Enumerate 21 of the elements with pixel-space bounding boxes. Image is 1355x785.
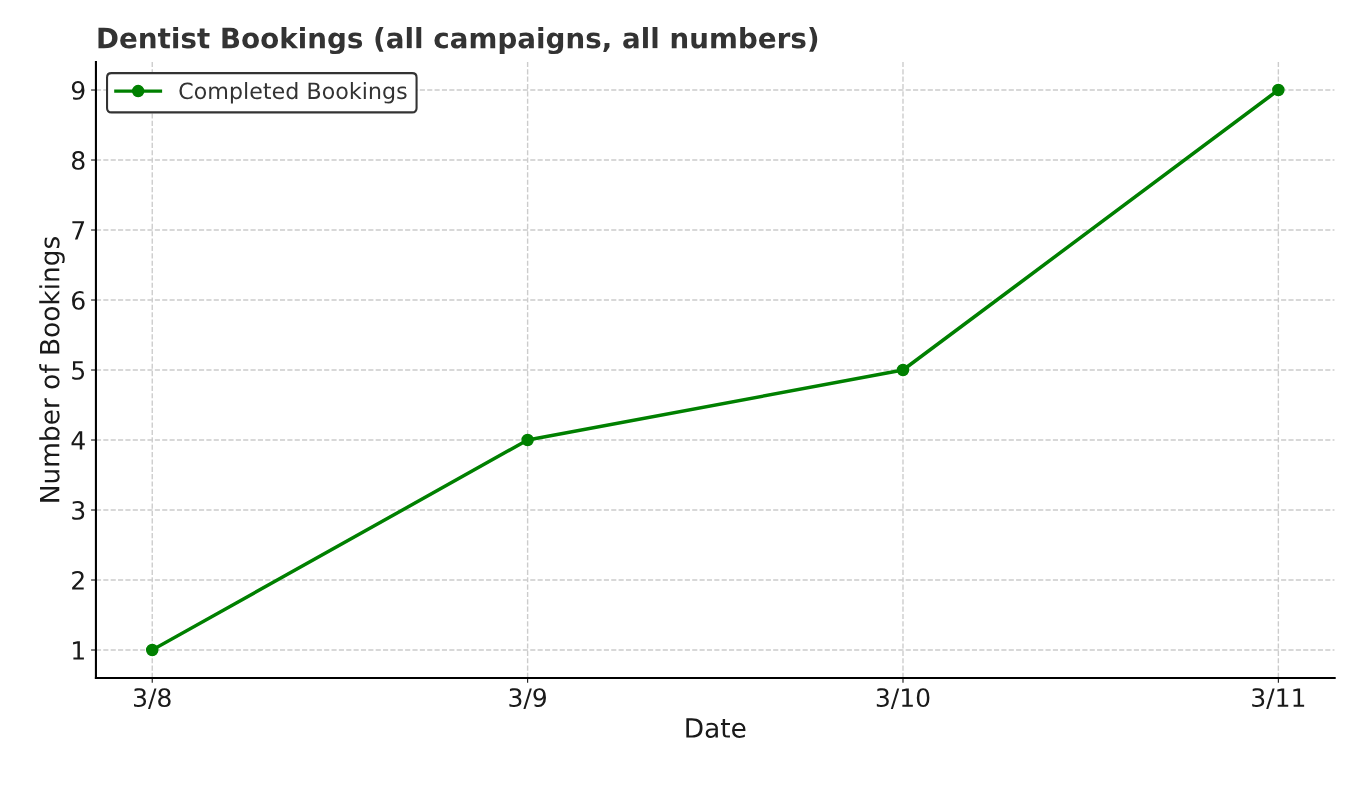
y-tick-label: 4 bbox=[71, 431, 85, 450]
y-tick-label: 7 bbox=[72, 221, 85, 240]
x-axis-title: Date bbox=[686, 718, 746, 738]
chart-title: Dentist Bookings (all campaigns, all numbers) bbox=[98, 27, 818, 55]
y-tick-label: 6 bbox=[72, 290, 85, 310]
x-tick-label: 3/10 bbox=[876, 688, 930, 710]
x-tick-label: 3/11 bbox=[1252, 688, 1305, 710]
legend-label: Completed Bookings bbox=[179, 82, 407, 104]
point bbox=[1272, 83, 1285, 97]
y-tick-label: 3 bbox=[72, 500, 85, 520]
x-tick-label: 3/8 bbox=[134, 688, 171, 710]
y-tick-label: 8 bbox=[72, 150, 85, 170]
point bbox=[896, 363, 910, 377]
y-tick-label: 2 bbox=[72, 570, 84, 590]
point bbox=[521, 433, 534, 447]
y-tick-label: 1 bbox=[73, 641, 84, 660]
y-tick-label: 9 bbox=[71, 80, 85, 100]
point bbox=[145, 643, 159, 657]
y-tick-label: 5 bbox=[72, 361, 85, 380]
y-axis-title: Number of Bookings bbox=[39, 237, 65, 502]
x-tick-label: 3/9 bbox=[509, 688, 546, 710]
